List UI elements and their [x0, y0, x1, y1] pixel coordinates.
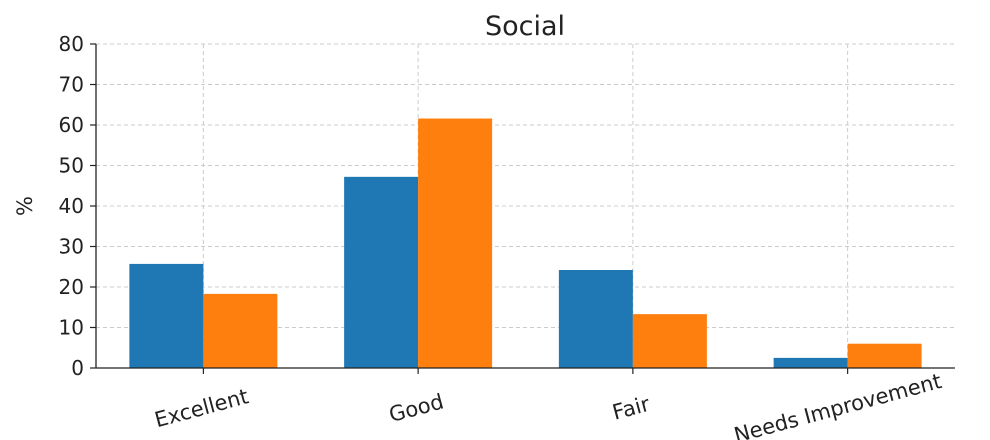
bar-needs-improvement-series-2 — [847, 343, 922, 368]
y-tick-label: 10 — [59, 316, 84, 340]
bar-needs-improvement-series-1 — [773, 357, 848, 368]
x-category-label: Needs Improvement — [731, 369, 944, 440]
y-tick-label: 40 — [59, 194, 84, 218]
y-tick-label: 60 — [59, 113, 84, 137]
y-tick-label: 70 — [59, 73, 84, 97]
y-tick-label: 30 — [59, 235, 84, 259]
y-tick-label: 80 — [59, 32, 84, 56]
bar-excellent-series-2 — [203, 293, 278, 368]
y-tick-label: 20 — [59, 275, 84, 299]
x-category-label: Good — [386, 389, 446, 426]
y-axis-label: % — [13, 196, 37, 216]
bars — [129, 118, 922, 369]
y-tick-label: 0 — [71, 356, 84, 380]
bar-good-series-1 — [344, 176, 419, 368]
bar-good-series-2 — [418, 118, 493, 369]
bar-fair-series-1 — [558, 269, 633, 368]
x-category-labels: Excellent Good Fair Needs Improvement — [152, 369, 944, 440]
y-tick-labels: 0 10 20 30 40 50 60 70 80 — [59, 32, 84, 380]
axes — [90, 43, 955, 374]
x-category-label: Excellent — [152, 384, 251, 432]
y-tick-label: 50 — [59, 154, 84, 178]
bar-excellent-series-1 — [129, 263, 204, 368]
x-category-label: Fair — [610, 392, 653, 425]
bar-fair-series-2 — [632, 314, 707, 368]
chart-title: Social — [485, 11, 565, 42]
